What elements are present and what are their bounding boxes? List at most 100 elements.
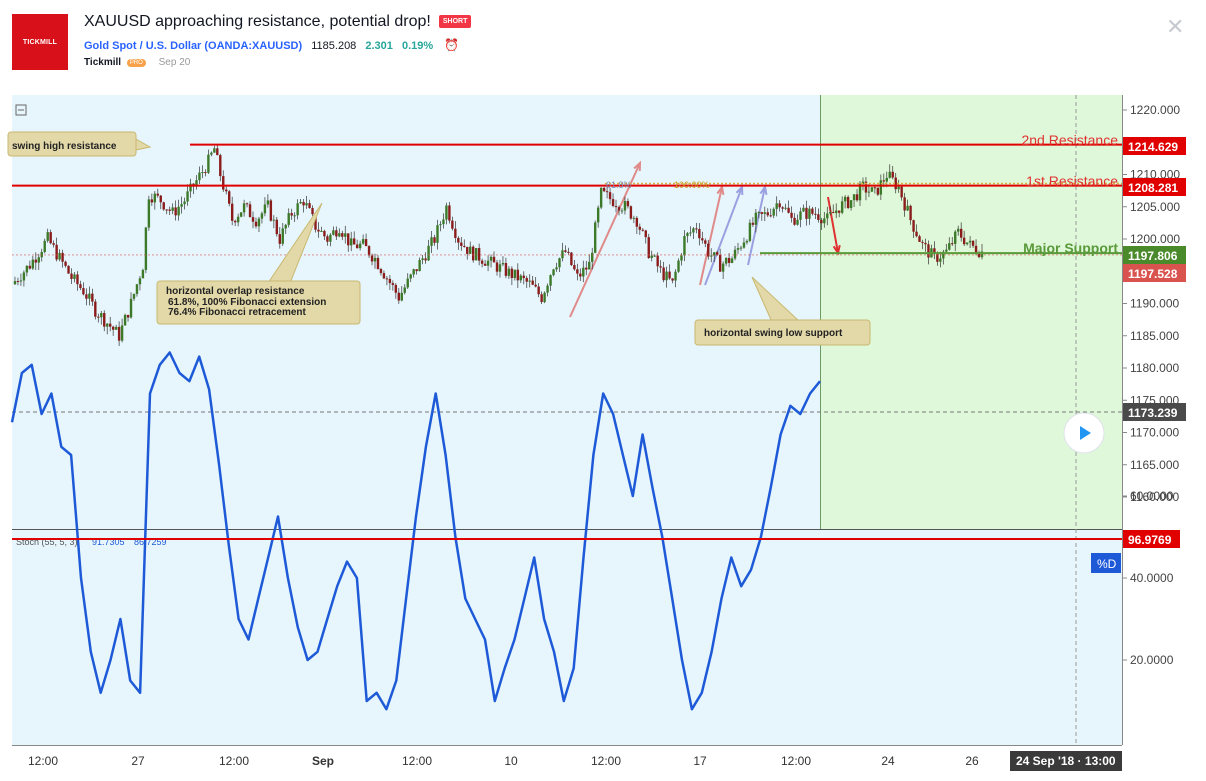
alarm-clock-icon[interactable]: ⏰ xyxy=(444,38,460,52)
candle-body xyxy=(233,220,237,223)
candle-body xyxy=(257,218,261,227)
candle-body xyxy=(433,237,436,243)
candle-body xyxy=(210,152,213,155)
candle-body xyxy=(817,214,820,220)
callout-swing-low-text: horizontal swing low support xyxy=(704,328,843,339)
candle-body xyxy=(106,323,109,327)
candle-body xyxy=(129,298,133,318)
candle-body xyxy=(162,202,165,210)
fibonacci-arrows xyxy=(569,160,841,318)
candle-body xyxy=(707,243,710,257)
candle-body xyxy=(591,252,594,262)
candle-body xyxy=(942,251,945,259)
candle-body xyxy=(373,257,377,262)
candle-body xyxy=(849,200,853,208)
candle-body xyxy=(260,213,264,219)
candle-body xyxy=(793,217,796,225)
candle-body xyxy=(64,261,67,266)
candle-body xyxy=(564,250,567,252)
candle-body xyxy=(409,274,412,279)
candle-body xyxy=(394,284,398,293)
close-icon[interactable]: ✕ xyxy=(1166,14,1185,39)
symbol-link[interactable]: Gold Spot / U.S. Dollar (OANDA:XAUUSD) xyxy=(84,40,303,52)
candle-body xyxy=(843,196,847,202)
candle-body xyxy=(909,205,912,221)
candle-body xyxy=(225,189,228,192)
collapse-pane-icon[interactable] xyxy=(15,104,27,116)
candle-body xyxy=(236,216,240,223)
candle-body xyxy=(888,171,891,178)
candle-body xyxy=(510,268,514,279)
callout-swing-high[interactable]: swing high resistance xyxy=(7,131,152,157)
candle-body xyxy=(216,148,219,156)
time-axis-bg xyxy=(0,745,1206,776)
callout-swing-low[interactable]: horizontal swing low support xyxy=(694,276,871,346)
candle-body xyxy=(281,228,284,244)
candle-body xyxy=(683,236,686,256)
candle-body xyxy=(701,238,704,241)
candle-body xyxy=(492,256,496,263)
candle-body xyxy=(507,268,511,276)
candle-body xyxy=(790,212,793,218)
candle-body xyxy=(632,217,636,219)
price-label-2nd-res: 1214.629 xyxy=(1128,140,1178,154)
candle-body xyxy=(364,239,368,247)
time-axis[interactable]: 12:00 27 12:00 Sep 12:00 10 12:00 17 12:00 24 26 xyxy=(28,754,979,768)
candle-body xyxy=(483,263,487,266)
candle-body xyxy=(284,224,287,229)
cursor-time-label: 24 Sep '18 · 13:00 xyxy=(1016,754,1116,768)
candle-body xyxy=(775,203,778,209)
candle-body xyxy=(820,219,823,224)
candle-body xyxy=(19,280,23,282)
price-axis[interactable]: 1220.0001215.0001210.0001205.0001200.000… xyxy=(1122,103,1180,504)
candle-body xyxy=(599,187,603,208)
candle-body xyxy=(159,195,162,203)
candle-body xyxy=(962,237,966,245)
candle-body xyxy=(611,199,615,207)
candle-body xyxy=(239,212,243,217)
candle-body xyxy=(593,222,597,253)
candle-body xyxy=(52,243,55,245)
candle-body xyxy=(153,193,157,203)
candle-body xyxy=(891,171,894,178)
candle-body xyxy=(686,233,689,237)
candle-body xyxy=(463,245,466,247)
candle-body xyxy=(183,201,186,205)
candle-body xyxy=(885,177,888,182)
candle-body xyxy=(445,205,448,220)
candle-body xyxy=(391,283,395,285)
publish-date: Sep 20 xyxy=(158,57,191,68)
candle-body xyxy=(662,267,665,281)
candle-body xyxy=(644,230,647,238)
candle-body xyxy=(852,194,856,201)
stoch-legend-badge[interactable]: %D xyxy=(1097,557,1117,571)
symbol-line: Gold Spot / U.S. Dollar (OANDA:XAUUSD) 1… xyxy=(84,38,459,52)
candle-body xyxy=(114,326,118,330)
candle-body xyxy=(870,187,874,192)
callout-horizontal-overlap[interactable]: horizontal overlap resistance 61.8%, 100… xyxy=(156,202,361,325)
candle-body xyxy=(760,212,764,214)
candle-body xyxy=(769,215,772,217)
chart-area[interactable]: 1220.0001215.0001210.0001205.0001200.000… xyxy=(0,95,1206,776)
candle-body xyxy=(796,219,799,225)
play-button[interactable] xyxy=(1063,412,1105,454)
candle-body xyxy=(808,208,811,219)
idea-title[interactable]: XAUUSD approaching resistance, potential… xyxy=(84,13,472,31)
candle-body xyxy=(605,191,609,193)
tickmill-logo[interactable]: TICKMILL xyxy=(12,14,68,70)
candle-body xyxy=(94,301,97,317)
author-name[interactable]: Tickmill xyxy=(84,57,122,68)
candle-body xyxy=(671,278,674,281)
candle-body xyxy=(329,234,332,242)
candle-body xyxy=(650,255,653,259)
stoch-indicator-name[interactable]: Stoch (55, 5, 3) xyxy=(16,537,78,547)
candle-body xyxy=(861,181,865,184)
candle-body xyxy=(174,207,177,216)
idea-title-text[interactable]: XAUUSD approaching resistance, potential… xyxy=(84,13,431,30)
fib-arrow-head xyxy=(633,160,642,172)
time-tick-label: 24 xyxy=(881,754,895,768)
chart-svg[interactable]: 1220.0001215.0001210.0001205.0001200.000… xyxy=(0,95,1206,776)
candle-body xyxy=(489,256,493,261)
time-tick-label: 27 xyxy=(131,754,145,768)
price-label-bg-cursor xyxy=(1123,403,1186,421)
